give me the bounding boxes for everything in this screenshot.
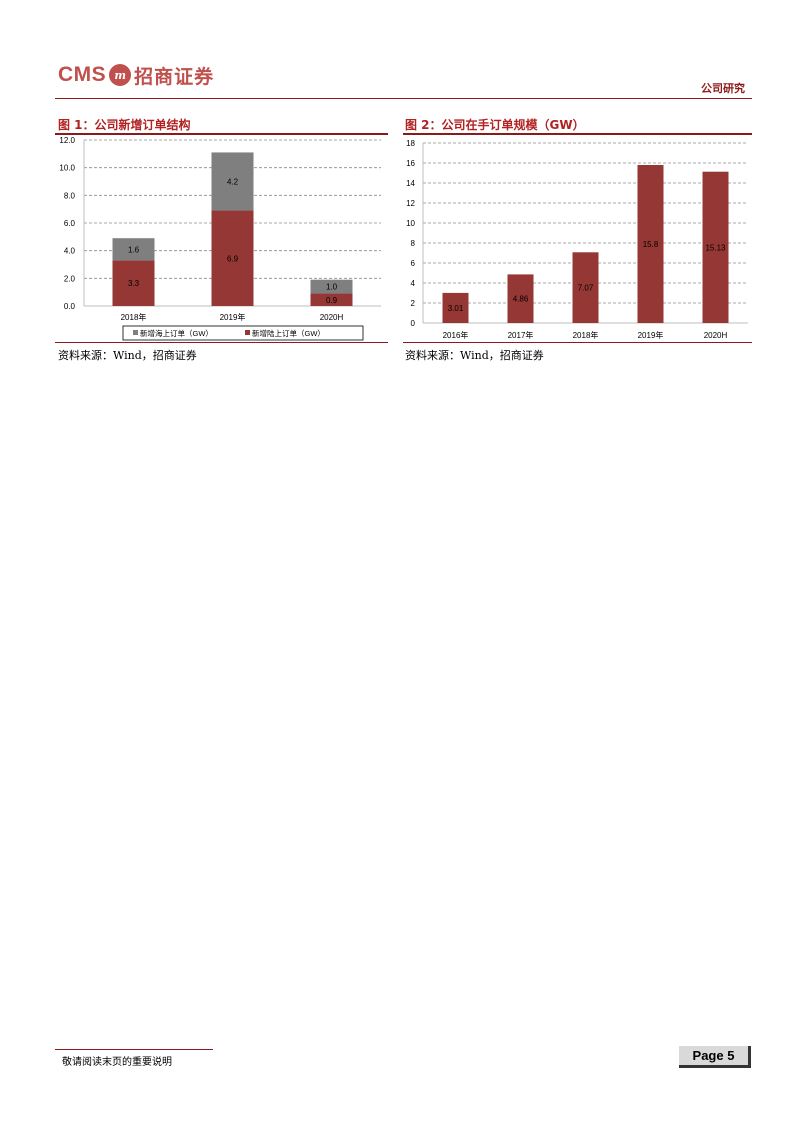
figure-2-chart: 0 2 4 6 8 10 12 14 16 18 3.01 2016年 4.86 2017年 7.07 201… <box>406 139 748 340</box>
figure-2-title: 图 2：公司在手订单规模（GW） <box>405 118 585 132</box>
report-type-tag: 公司研究 <box>701 82 745 95</box>
y-tick-label: 10.0 <box>59 164 75 173</box>
bar-segment <box>112 260 155 306</box>
y-tick-label: 2 <box>411 299 416 308</box>
data-label: 1.0 <box>326 283 338 292</box>
header-divider <box>55 98 752 99</box>
x-tick-label: 2018年 <box>573 330 599 340</box>
legend-swatch <box>245 330 250 335</box>
y-tick-label: 18 <box>406 139 415 148</box>
legend-swatch <box>133 330 138 335</box>
logo-chinese: 招商证券 <box>134 65 215 88</box>
data-label: 0.9 <box>326 296 338 305</box>
data-label: 7.07 <box>578 284 594 293</box>
bar-segment <box>310 279 353 294</box>
y-tick-label: 8 <box>411 239 416 248</box>
y-tick-label: 2.0 <box>64 274 76 283</box>
y-tick-label: 12 <box>406 199 415 208</box>
figure-1-chart: 0.0 2.0 4.0 6.0 8.0 10.0 12.0 3.3 1.6 2018年 6.9 4.2… <box>59 136 381 341</box>
figure-1-source: 资料来源：Wind，招商证券 <box>58 349 197 362</box>
footer-divider <box>55 1049 213 1050</box>
y-tick-label: 8.0 <box>64 191 76 200</box>
x-tick-label: 2017年 <box>508 330 534 340</box>
y-tick-label: 6 <box>411 259 416 268</box>
x-tick-label: 2020H <box>320 313 344 322</box>
data-label: 4.2 <box>227 178 239 187</box>
y-tick-label: 4.0 <box>64 247 76 256</box>
data-label: 3.3 <box>128 279 140 288</box>
disclaimer-note: 敬请阅读末页的重要说明 <box>62 1057 172 1068</box>
x-tick-label: 2016年 <box>443 330 469 340</box>
y-tick-label: 0 <box>411 319 416 328</box>
x-tick-label: 2019年 <box>638 330 664 340</box>
x-tick-label: 2018年 <box>121 312 147 322</box>
y-tick-label: 14 <box>406 179 415 188</box>
y-tick-label: 10 <box>406 219 415 228</box>
data-label: 3.01 <box>448 304 464 313</box>
figure-1-top-rule <box>55 133 388 135</box>
bar-segment <box>310 293 353 306</box>
legend-box <box>122 325 364 341</box>
logo-emblem-icon: m <box>109 64 132 86</box>
legend-label: 新增陆上订单（GW） <box>252 328 325 338</box>
x-tick-label: 2020H <box>704 331 728 340</box>
bar-segment <box>211 152 254 211</box>
data-label: 15.13 <box>705 243 726 252</box>
figure-2-source: 资料来源：Wind，招商证券 <box>405 349 544 362</box>
x-tick-label: 2019年 <box>220 312 246 322</box>
data-label: 1.6 <box>128 245 140 254</box>
y-tick-label: 0.0 <box>64 302 76 311</box>
bar <box>507 274 534 323</box>
bar <box>637 165 664 323</box>
y-tick-label: 16 <box>406 159 415 168</box>
y-tick-label: 4 <box>411 279 416 288</box>
bar <box>702 171 729 323</box>
figure-2-bottom-rule <box>403 342 752 343</box>
bar-segment <box>211 210 254 306</box>
figure-2-top-rule <box>403 133 752 135</box>
bar-segment <box>112 238 155 261</box>
bar <box>572 252 599 323</box>
page-number: Page 5 <box>679 1046 751 1068</box>
logo-latin: CMS <box>58 63 107 86</box>
y-tick-label: 12.0 <box>59 136 75 145</box>
bar <box>442 292 469 323</box>
figure-1-bottom-rule <box>55 342 388 343</box>
cms-logo: CMS m 招商证券 <box>58 60 214 90</box>
data-label: 15.8 <box>643 240 659 249</box>
data-label: 6.9 <box>227 254 239 263</box>
y-tick-label: 6.0 <box>64 219 76 228</box>
legend-label: 新增海上订单（GW） <box>140 328 213 338</box>
figure-1-title: 图 1：公司新增订单结构 <box>58 118 191 132</box>
data-label: 4.86 <box>513 295 529 304</box>
